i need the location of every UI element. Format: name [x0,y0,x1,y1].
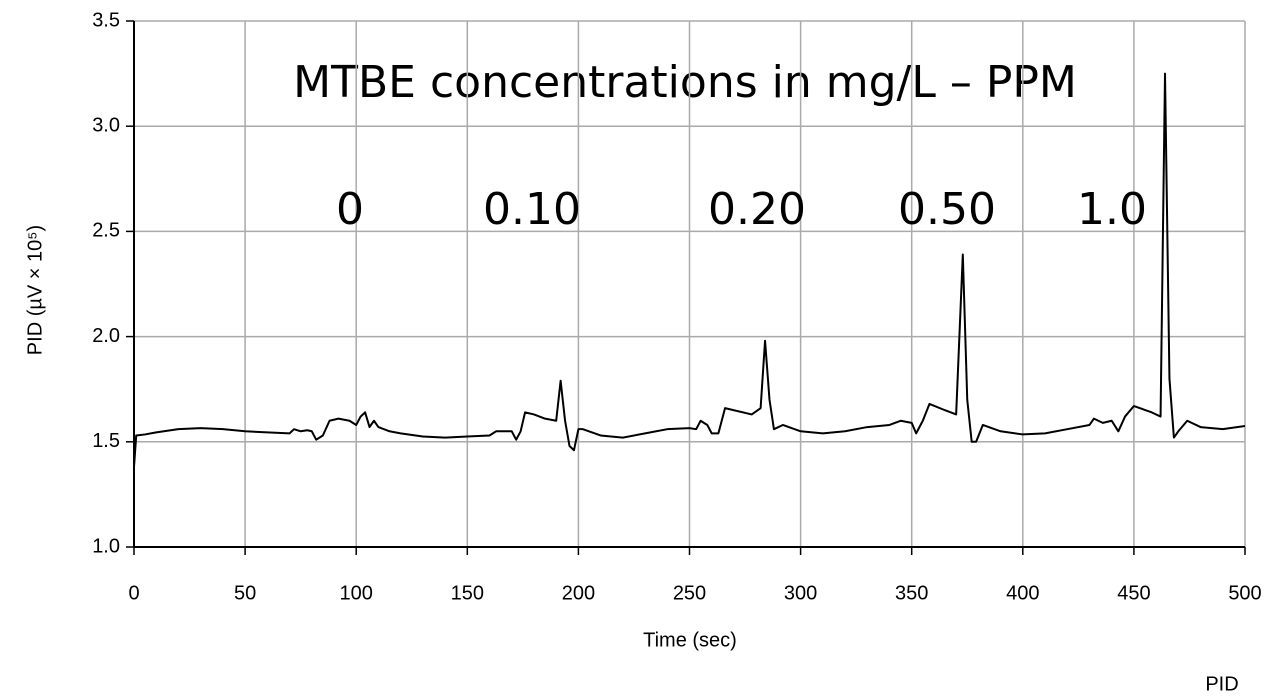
y-axis-label: PID (µV × 10⁵) [24,225,46,355]
annotation: 0.10 [483,184,581,235]
x-tick-label: 300 [784,582,817,604]
annotation: 0.50 [898,184,996,235]
y-tick-label: 3.5 [92,9,120,31]
annotation: 1.0 [1077,184,1147,235]
x-tick-label: 0 [128,582,139,604]
x-tick-label: 400 [1006,582,1039,604]
x-tick-label: 100 [340,582,373,604]
y-tick-label: 1.0 [92,535,120,557]
trace [133,72,1246,468]
x-axis-label: Time (sec) [643,629,737,651]
y-tick-label: 2.5 [92,220,120,242]
x-tick-label: 50 [234,582,256,604]
x-tick-label: 450 [1117,582,1150,604]
annotation: 0 [336,184,364,235]
annotation: 0.20 [708,184,806,235]
y-tick-label: 2.0 [92,325,120,347]
x-tick-label: 250 [673,582,706,604]
x-tick-label: 200 [562,582,595,604]
footer: PID [1205,673,1238,695]
chart-title: MTBE concentrations in mg/L – PPM [293,57,1077,108]
x-tick-label: 500 [1228,582,1261,604]
x-tick-label: 350 [895,582,928,604]
x-tick-label: 150 [451,582,484,604]
y-tick-label: 1.5 [92,430,120,452]
y-tick-label: 3.0 [92,114,120,136]
